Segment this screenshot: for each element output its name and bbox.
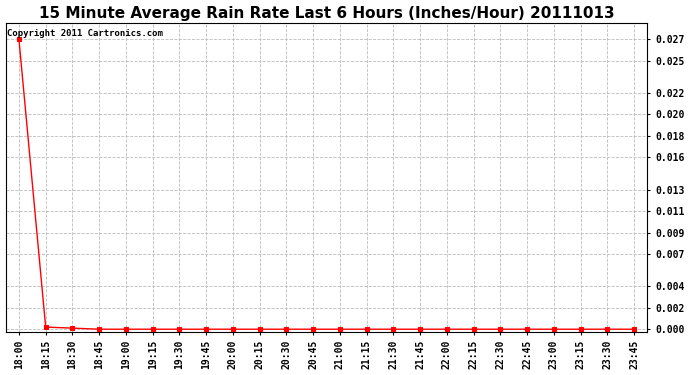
Text: Copyright 2011 Cartronics.com: Copyright 2011 Cartronics.com (7, 29, 163, 38)
Title: 15 Minute Average Rain Rate Last 6 Hours (Inches/Hour) 20111013: 15 Minute Average Rain Rate Last 6 Hours… (39, 6, 614, 21)
